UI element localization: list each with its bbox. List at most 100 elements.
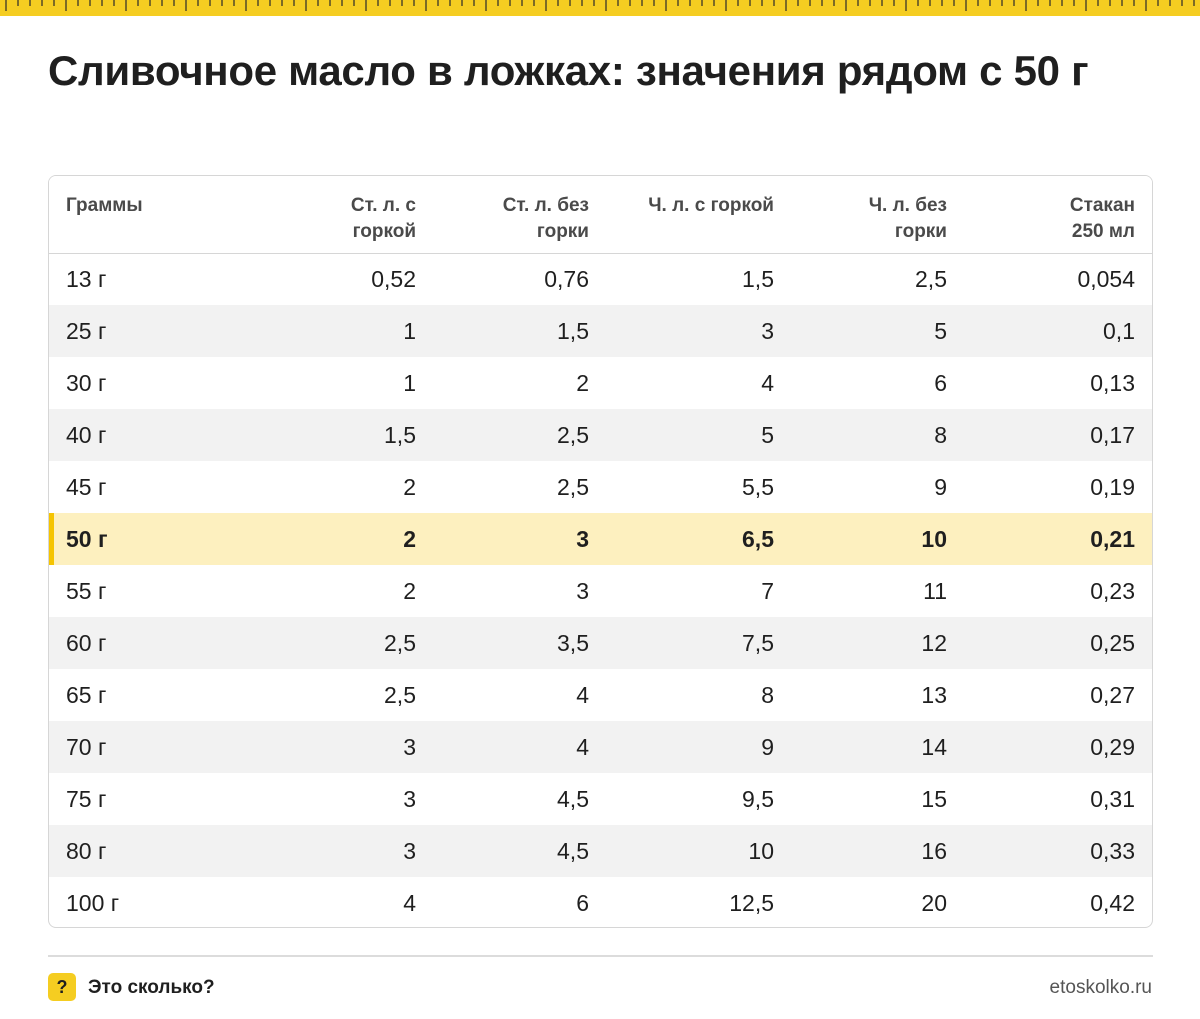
- column-header: Ч. л. с горкой: [589, 176, 774, 254]
- value-cell: 11: [923, 577, 947, 604]
- value-cell: 2,5: [915, 265, 947, 292]
- value-cell: 3: [403, 785, 416, 812]
- table-row: 40 г 1,5 2,5 5 8 0,17: [49, 409, 1152, 461]
- value-cell: 3: [576, 525, 589, 552]
- table-header-row: Граммы Ст. л. с горкой Ст. л. без горки …: [49, 176, 1152, 254]
- value-cell: 0,31: [1090, 785, 1135, 812]
- value-cell: 3,5: [557, 629, 589, 656]
- grams-cell: 13 г: [66, 265, 107, 292]
- value-cell: 3: [403, 837, 416, 864]
- grams-cell: 70 г: [66, 733, 107, 760]
- value-cell: 12: [921, 629, 947, 656]
- value-cell: 9: [761, 733, 774, 760]
- value-cell: 0,1: [1103, 317, 1135, 344]
- table-row: 55 г 2 3 7 11 0,23: [49, 565, 1152, 617]
- table-row: 60 г 2,5 3,5 7,5 12 0,25: [49, 617, 1152, 669]
- grams-cell: 100 г: [66, 889, 120, 916]
- value-cell: 0,17: [1090, 421, 1135, 448]
- value-cell: 20: [921, 889, 947, 916]
- value-cell: 0,19: [1090, 473, 1135, 500]
- value-cell: 7: [761, 577, 774, 604]
- value-cell: 0,21: [1090, 525, 1135, 552]
- page-title: Сливочное масло в ложках: значения рядом…: [48, 47, 1089, 94]
- value-cell: 5: [934, 317, 947, 344]
- grams-cell: 30 г: [66, 369, 107, 396]
- value-cell: 5,5: [742, 473, 774, 500]
- value-cell: 1: [403, 369, 416, 396]
- brand-name: Это сколько?: [88, 977, 215, 998]
- value-cell: 14: [921, 733, 947, 760]
- value-cell: 13: [921, 681, 947, 708]
- table-row: 45 г 2 2,5 5,5 9 0,19: [49, 461, 1152, 513]
- grams-cell: 65 г: [66, 681, 107, 708]
- conversion-table: Граммы Ст. л. с горкой Ст. л. без горки …: [48, 175, 1153, 928]
- value-cell: 5: [761, 421, 774, 448]
- value-cell: 1,5: [384, 421, 416, 448]
- grams-cell: 40 г: [66, 421, 107, 448]
- value-cell: 2,5: [384, 681, 416, 708]
- value-cell: 0,25: [1090, 629, 1135, 656]
- column-header: Ч. л. без горки: [774, 176, 947, 254]
- column-header: Ст. л. с горкой: [249, 176, 416, 254]
- value-cell: 2: [403, 473, 416, 500]
- site-link[interactable]: etoskolko.ru: [1049, 977, 1152, 998]
- column-header: Стакан 250 мл: [947, 176, 1152, 254]
- value-cell: 4,5: [557, 837, 589, 864]
- value-cell: 0,29: [1090, 733, 1135, 760]
- value-cell: 0,23: [1090, 577, 1135, 604]
- value-cell: 2: [403, 577, 416, 604]
- value-cell: 4: [576, 733, 589, 760]
- value-cell: 1: [403, 317, 416, 344]
- value-cell: 0,27: [1090, 681, 1135, 708]
- value-cell: 6: [576, 889, 589, 916]
- value-cell: 1,5: [742, 265, 774, 292]
- column-header: Ст. л. без горки: [416, 176, 589, 254]
- column-header: Граммы: [49, 176, 249, 254]
- value-cell: 7,5: [742, 629, 774, 656]
- grams-cell: 45 г: [66, 473, 107, 500]
- value-cell: 9,5: [742, 785, 774, 812]
- ruler-ticks: [5, 0, 1195, 11]
- table-row: 70 г 3 4 9 14 0,29: [49, 721, 1152, 773]
- value-cell: 8: [934, 421, 947, 448]
- footer-divider: [48, 955, 1153, 957]
- grams-cell: 75 г: [66, 785, 107, 812]
- value-cell: 6: [934, 369, 947, 396]
- value-cell: 8: [761, 681, 774, 708]
- value-cell: 1,5: [557, 317, 589, 344]
- ruler-strip: [0, 0, 1200, 16]
- table-row: 50 г 2 3 6,5 10 0,21: [49, 513, 1152, 565]
- table-row: 75 г 3 4,5 9,5 15 0,31: [49, 773, 1152, 825]
- value-cell: 2: [403, 525, 416, 552]
- value-cell: 3: [576, 577, 589, 604]
- table-row: 65 г 2,5 4 8 13 0,27: [49, 669, 1152, 721]
- table-row: 13 г 0,52 0,76 1,5 2,5 0,054: [49, 253, 1152, 305]
- grams-cell: 55 г: [66, 577, 107, 604]
- value-cell: 0,42: [1090, 889, 1135, 916]
- value-cell: 2: [576, 369, 589, 396]
- value-cell: 16: [921, 837, 947, 864]
- value-cell: 2,5: [557, 421, 589, 448]
- value-cell: 4: [761, 369, 774, 396]
- question-icon: ?: [48, 973, 76, 1001]
- value-cell: 0,13: [1090, 369, 1135, 396]
- value-cell: 10: [748, 837, 774, 864]
- value-cell: 4: [576, 681, 589, 708]
- value-cell: 4: [403, 889, 416, 916]
- table-row: 100 г 4 6 12,5 20 0,42: [49, 877, 1152, 927]
- value-cell: 6,5: [742, 525, 774, 552]
- table-row: 30 г 1 2 4 6 0,13: [49, 357, 1152, 409]
- table-row: 25 г 1 1,5 3 5 0,1: [49, 305, 1152, 357]
- grams-cell: 50 г: [49, 513, 249, 565]
- value-cell: 15: [921, 785, 947, 812]
- value-cell: 0,054: [1077, 265, 1135, 292]
- value-cell: 12,5: [729, 889, 774, 916]
- grams-cell: 25 г: [66, 317, 107, 344]
- value-cell: 9: [934, 473, 947, 500]
- value-cell: 10: [921, 525, 947, 552]
- value-cell: 0,76: [544, 265, 589, 292]
- value-cell: 3: [761, 317, 774, 344]
- value-cell: 2,5: [557, 473, 589, 500]
- value-cell: 0,33: [1090, 837, 1135, 864]
- table-row: 80 г 3 4,5 10 16 0,33: [49, 825, 1152, 877]
